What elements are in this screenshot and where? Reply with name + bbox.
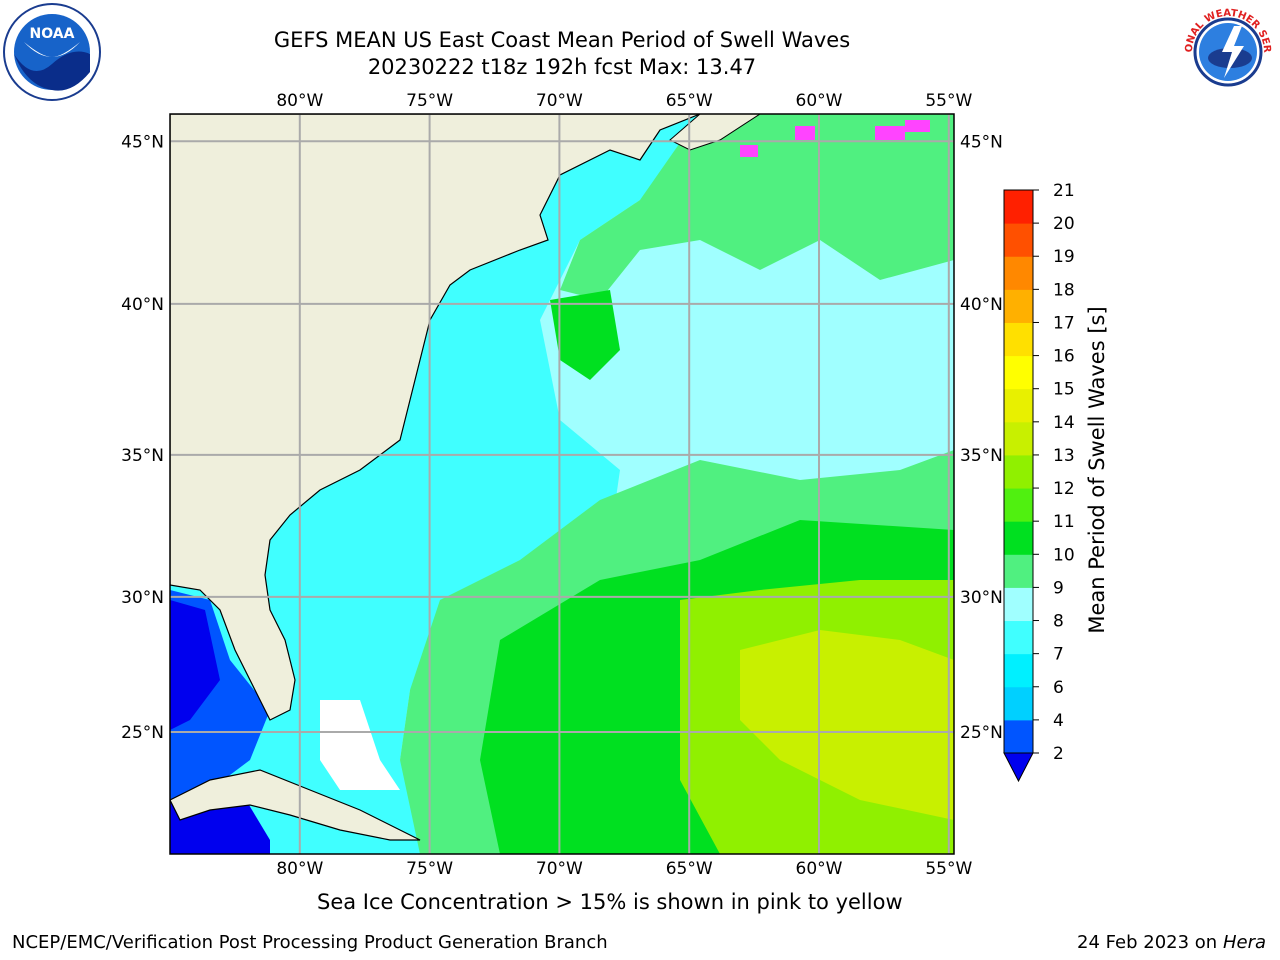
colorbar-tick-label: 18 [1053, 280, 1075, 300]
colorbar-tick-label: 10 [1053, 545, 1075, 565]
sea-ice-patch [740, 145, 758, 157]
land-cuba [170, 769, 421, 841]
field-region-lime [740, 630, 954, 820]
colorbar-swatch [1004, 488, 1033, 522]
sea-ice-note: Sea Ice Concentration > 15% is shown in … [317, 890, 903, 914]
colorbar-swatch [1004, 223, 1033, 257]
colorbar-tick-label: 12 [1053, 479, 1075, 499]
colorbar-tick-label: 15 [1053, 380, 1075, 400]
lon-label-top: 55°W [925, 91, 972, 111]
noaa-logo-text: NOAA [30, 26, 75, 42]
sea-ice-patch [905, 120, 930, 132]
map-tick-labels: 80°W 80°W 75°W 75°W 70°W 70°W 65°W 65°W 60°W 60°W… [121, 91, 1003, 879]
colorbar-swatch [1004, 421, 1033, 456]
lat-label-left: 40°N [121, 295, 164, 315]
colorbar-swatch [1004, 289, 1033, 323]
lon-label-bottom: 80°W [276, 859, 323, 879]
colorbar-tick-label: 20 [1053, 214, 1075, 234]
lon-label-top: 80°W [276, 91, 323, 111]
colorbar-swatch [1004, 554, 1033, 588]
colorbar-swatch [1004, 719, 1033, 754]
colorbar-swatch [1004, 388, 1033, 423]
lon-label-top: 65°W [666, 91, 713, 111]
lat-label-right: 40°N [960, 295, 1003, 315]
colorbar-tick-label: 4 [1053, 711, 1064, 731]
colorbar-tick-label: 14 [1053, 413, 1075, 433]
sea-ice-patch [795, 126, 815, 140]
colorbar-swatch [1004, 587, 1033, 622]
colorbar: 2 4 6 7 8 9 10 11 12 13 14 15 16 17 18 19 20 21 [1003, 181, 1075, 783]
colorbar-swatch [1004, 454, 1033, 489]
lat-label-left: 45°N [121, 132, 164, 152]
credit-date: 24 Feb 2023 on [1077, 932, 1218, 953]
colorbar-swatch [1004, 322, 1033, 357]
lat-label-right: 35°N [960, 446, 1003, 466]
colorbar-tick-label: 2 [1053, 744, 1064, 764]
colorbar-swatch [1004, 190, 1033, 224]
map-plot-area [170, 114, 954, 854]
lat-label-left: 35°N [121, 446, 164, 466]
lon-label-top: 60°W [796, 91, 843, 111]
lat-label-left: 30°N [121, 588, 164, 608]
sea-ice-patch [875, 126, 905, 140]
map-gridlines [170, 114, 954, 854]
colorbar-tick-label: 17 [1053, 313, 1075, 333]
field-region-green-patch [550, 290, 620, 380]
noaa-logo-icon: NOAA [3, 3, 101, 101]
lat-label-right: 45°N [960, 132, 1003, 152]
colorbar-tick-label: 16 [1053, 347, 1075, 367]
colorbar-swatch [1004, 355, 1033, 390]
lon-label-bottom: 65°W [666, 859, 713, 879]
lon-label-bottom: 60°W [796, 859, 843, 879]
credit-right: 24 Feb 2023 on Hera [1077, 932, 1266, 953]
colorbar-label: Mean Period of Swell Waves [s] [1085, 306, 1109, 634]
colorbar-swatch [1004, 686, 1033, 721]
colorbar-tick-label: 21 [1053, 181, 1075, 201]
colorbar-tick-label: 8 [1053, 612, 1064, 632]
colorbar-swatch [1004, 521, 1033, 555]
colorbar-swatch [1004, 620, 1033, 655]
colorbar-tick-label: 13 [1053, 446, 1075, 466]
credit-host: Hera [1222, 932, 1266, 953]
national-weather-service-logo-icon: NATIONAL WEATHER SERVICE [1178, 2, 1276, 100]
chart-title: GEFS MEAN US East Coast Mean Period of S… [273, 28, 851, 52]
field-region-missing-bahamas [320, 700, 400, 790]
field-region-deep-blue-gulf [170, 600, 220, 730]
credit-left: NCEP/EMC/Verification Post Processing Pr… [12, 932, 608, 953]
lon-label-top: 75°W [406, 91, 453, 111]
chart-subtitle: 20230222 t18z 192h fcst Max: 13.47 [367, 55, 757, 79]
colorbar-tick-label: 9 [1053, 578, 1064, 598]
lon-label-bottom: 70°W [536, 859, 583, 879]
map-frame [169, 113, 955, 855]
colorbar-swatch [1004, 256, 1033, 290]
lat-label-right: 25°N [960, 723, 1003, 743]
field-region-green-north [560, 114, 954, 300]
colorbar-swatch [1004, 653, 1033, 688]
colorbar-tick-label: 6 [1053, 678, 1064, 698]
lat-label-right: 30°N [960, 588, 1003, 608]
colorbar-extend-arrow [1003, 752, 1034, 783]
lon-label-bottom: 75°W [406, 859, 453, 879]
colorbar-tick-label: 11 [1053, 512, 1075, 532]
lon-label-bottom: 55°W [925, 859, 972, 879]
colorbar-tick-label: 7 [1053, 645, 1064, 665]
lon-label-top: 70°W [536, 91, 583, 111]
colorbar-tick-label: 19 [1053, 247, 1075, 267]
colorbar-frame [1003, 189, 1034, 754]
lat-label-left: 25°N [121, 723, 164, 743]
